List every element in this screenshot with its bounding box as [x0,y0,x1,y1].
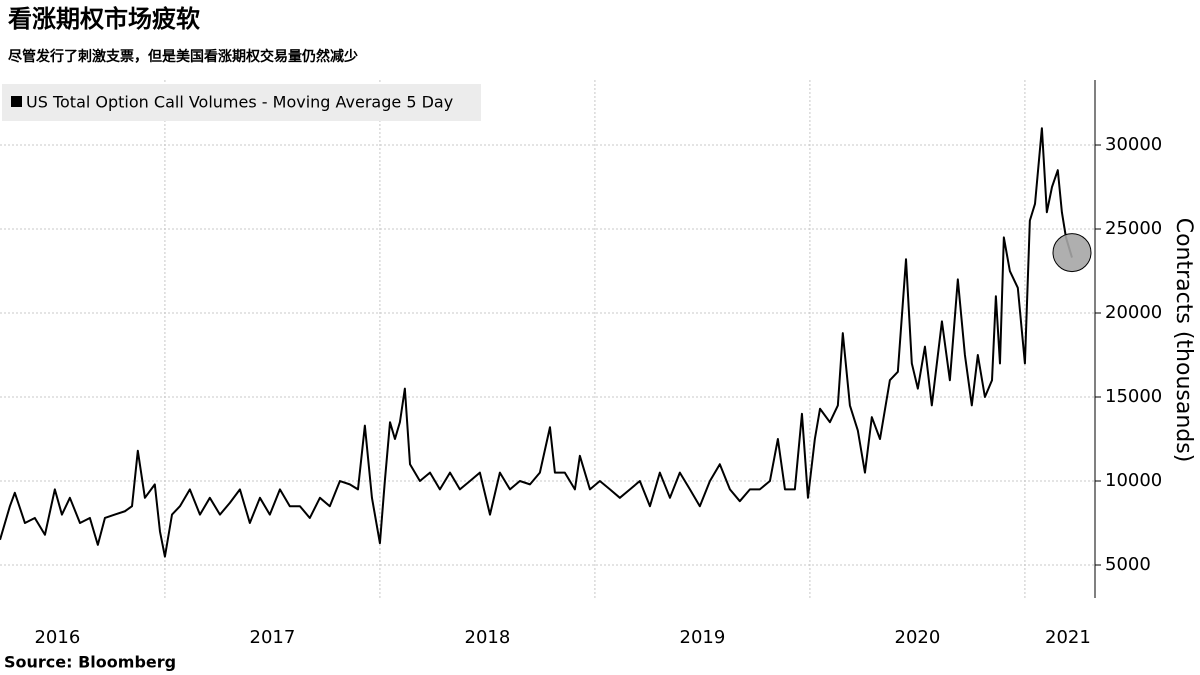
legend: US Total Option Call Volumes - Moving Av… [2,84,481,121]
y-tick-label: 20000 [1105,302,1162,323]
y-axis-label: Contracts (thousands) [1171,218,1196,463]
y-tick-label: 30000 [1105,134,1162,155]
legend-box [2,84,481,121]
chart-title: 看涨期权市场疲软 [8,5,200,33]
x-tick-label: 2020 [895,627,941,648]
x-tick-label: 2021 [1045,627,1091,648]
y-tick-label: 15000 [1105,386,1162,407]
y-tick-label: 10000 [1105,470,1162,491]
chart-subtitle: 尽管发行了刺激支票，但是美国看涨期权交易量仍然减少 [8,48,358,65]
legend-label: US Total Option Call Volumes - Moving Av… [26,93,453,112]
y-tick-label: 5000 [1105,554,1151,575]
x-tick-label: 2016 [34,627,80,648]
y-tick-label: 25000 [1105,218,1162,239]
x-tick-label: 2019 [680,627,726,648]
x-tick-label: 2017 [250,627,296,648]
end-marker [1052,233,1092,273]
legend-swatch [11,96,22,107]
source: Source: Bloomberg [4,653,176,672]
line [0,127,1073,558]
x-tick-label: 2018 [465,627,511,648]
